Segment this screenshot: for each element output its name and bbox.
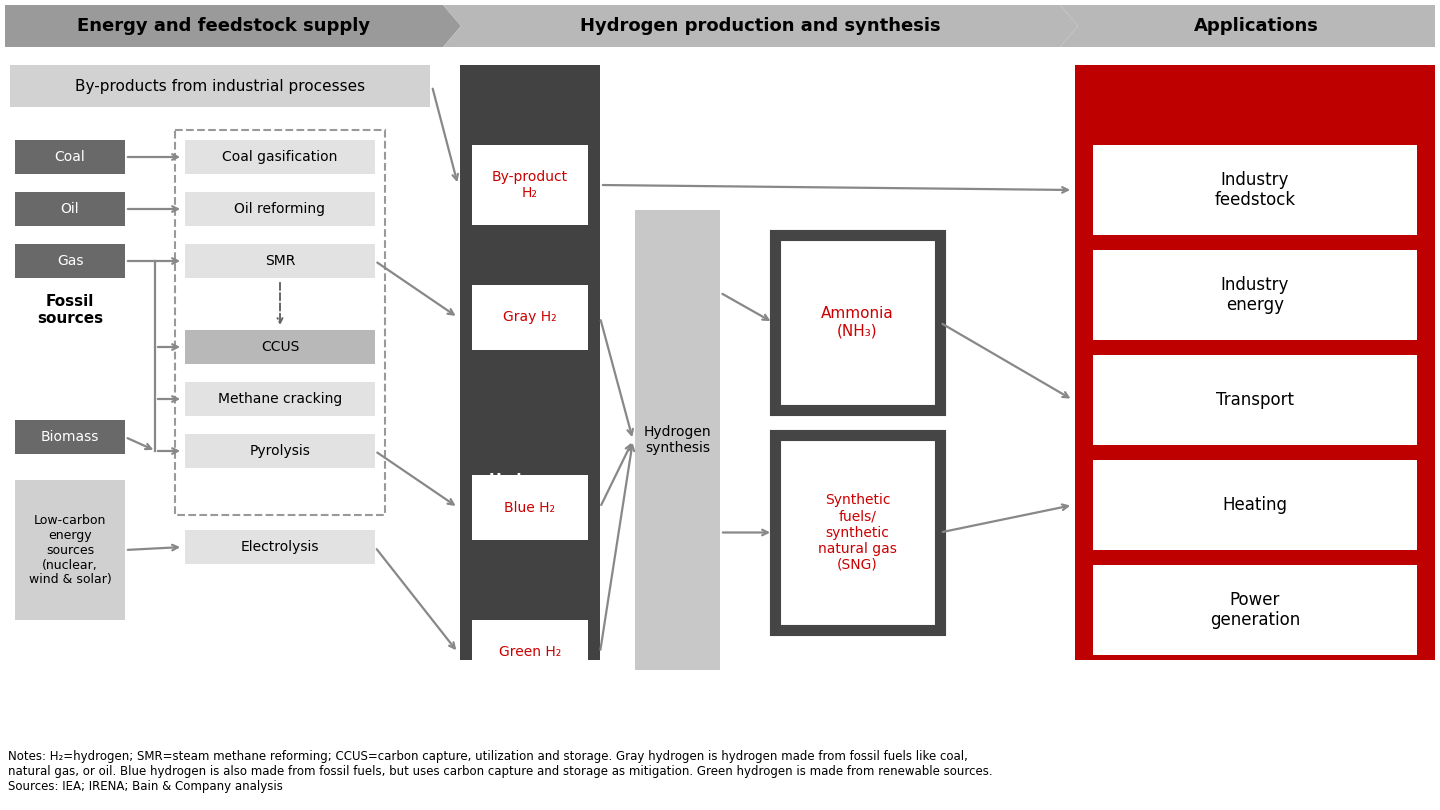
Text: Coal: Coal: [55, 150, 85, 164]
Text: Biomass: Biomass: [40, 430, 99, 444]
Text: Electrolysis: Electrolysis: [240, 540, 320, 554]
Bar: [459, 65, 600, 660]
Bar: [472, 475, 588, 540]
Bar: [14, 192, 125, 226]
Bar: [184, 382, 374, 416]
Text: Hydrogen production and synthesis: Hydrogen production and synthesis: [580, 17, 940, 35]
Bar: [176, 130, 384, 515]
Bar: [14, 420, 125, 454]
Text: Oil: Oil: [60, 202, 79, 216]
Bar: [472, 285, 588, 350]
Text: Ammonia
(NH₃): Ammonia (NH₃): [821, 306, 894, 339]
Text: Blue H₂: Blue H₂: [504, 501, 556, 514]
Bar: [775, 235, 940, 410]
Text: Low-carbon
energy
sources
(nuclear,
wind & solar): Low-carbon energy sources (nuclear, wind…: [29, 514, 111, 586]
Bar: [14, 244, 125, 278]
Text: Power
generation: Power generation: [1210, 590, 1300, 629]
Bar: [1093, 355, 1417, 445]
Text: Energy and feedstock supply: Energy and feedstock supply: [78, 17, 370, 35]
Bar: [472, 145, 588, 225]
Bar: [184, 434, 374, 468]
Bar: [184, 140, 374, 174]
Text: Coal gasification: Coal gasification: [222, 150, 338, 164]
Bar: [1076, 65, 1436, 660]
Bar: [1093, 565, 1417, 655]
Text: Methane cracking: Methane cracking: [217, 392, 343, 406]
Bar: [184, 192, 374, 226]
Bar: [14, 140, 125, 174]
Text: Fossil
sources: Fossil sources: [37, 294, 104, 326]
Text: By-product
H₂: By-product H₂: [492, 170, 567, 200]
Bar: [775, 435, 940, 630]
Polygon shape: [4, 5, 461, 47]
Text: SMR: SMR: [265, 254, 295, 268]
Bar: [1093, 460, 1417, 550]
Text: Industry
feedstock: Industry feedstock: [1214, 171, 1296, 210]
Text: Gray H₂: Gray H₂: [503, 310, 557, 325]
Bar: [1093, 250, 1417, 340]
Bar: [472, 620, 588, 685]
Text: Pyrolysis: Pyrolysis: [249, 444, 311, 458]
Bar: [184, 244, 374, 278]
Text: Notes: H₂=hydrogen; SMR=steam methane reforming; CCUS=carbon capture, utilizatio: Notes: H₂=hydrogen; SMR=steam methane re…: [9, 750, 992, 793]
Text: Industry
energy: Industry energy: [1221, 275, 1289, 314]
Text: Green H₂: Green H₂: [498, 646, 562, 659]
Text: Gas: Gas: [56, 254, 84, 268]
Text: Hydrogen: Hydrogen: [488, 472, 572, 488]
Bar: [10, 65, 431, 107]
Text: Transport: Transport: [1215, 391, 1295, 409]
Text: Heating: Heating: [1223, 496, 1287, 514]
Bar: [184, 330, 374, 364]
Text: Synthetic
fuels/
synthetic
natural gas
(SNG): Synthetic fuels/ synthetic natural gas (…: [818, 493, 897, 572]
Text: By-products from industrial processes: By-products from industrial processes: [75, 79, 366, 93]
Text: Hydrogen
synthesis: Hydrogen synthesis: [644, 425, 711, 455]
Text: CCUS: CCUS: [261, 340, 300, 354]
Bar: [14, 480, 125, 620]
Bar: [635, 210, 720, 670]
Polygon shape: [444, 5, 1079, 47]
Text: Applications: Applications: [1194, 17, 1319, 35]
Text: Oil reforming: Oil reforming: [235, 202, 325, 216]
Bar: [184, 530, 374, 564]
Polygon shape: [1060, 5, 1436, 47]
Bar: [1093, 145, 1417, 235]
